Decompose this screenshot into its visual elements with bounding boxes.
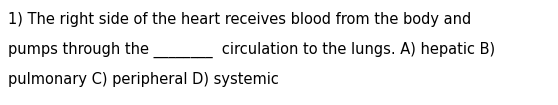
Text: pumps through the ________  circulation to the lungs. A) hepatic B): pumps through the ________ circulation t… <box>8 42 495 58</box>
Text: pulmonary C) peripheral D) systemic: pulmonary C) peripheral D) systemic <box>8 72 279 87</box>
Text: 1) The right side of the heart receives blood from the body and: 1) The right side of the heart receives … <box>8 12 472 27</box>
